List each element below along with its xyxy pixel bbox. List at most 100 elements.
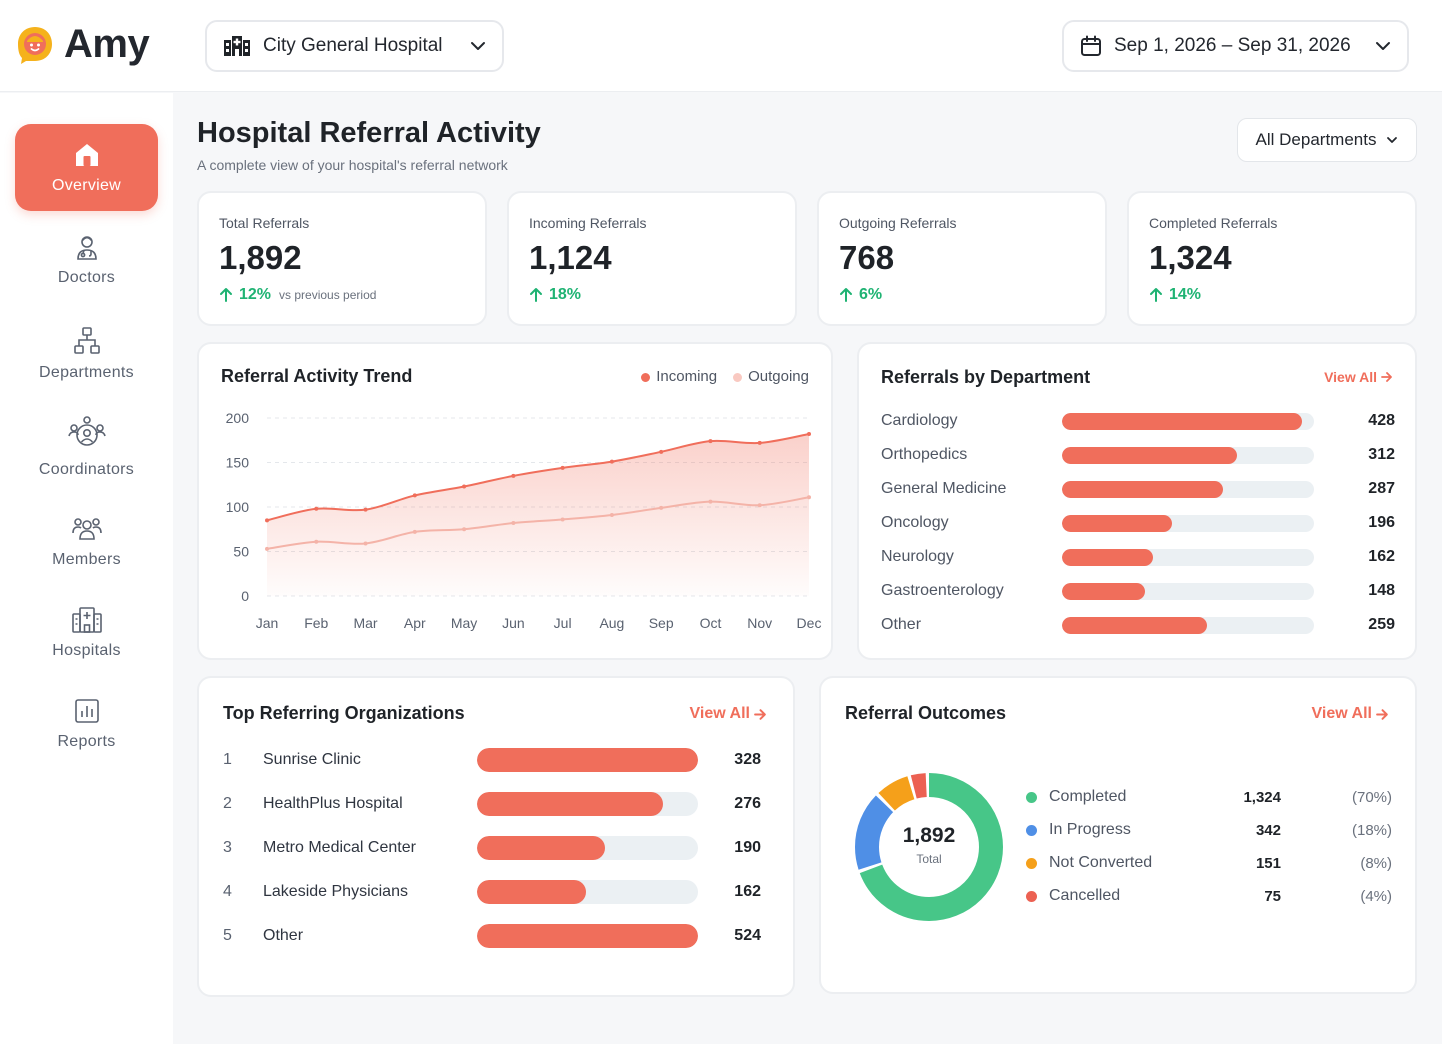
outcome-color-dot <box>1026 824 1037 836</box>
outgoing-point[interactable] <box>659 505 664 510</box>
y-tick-label: 150 <box>226 455 250 471</box>
department-bar-track <box>1062 514 1314 532</box>
sidebar-item-reports[interactable]: Reports <box>15 697 158 751</box>
outgoing-point[interactable] <box>511 521 516 526</box>
organizations-card: Top Referring Organizations View All 1 Su… <box>197 676 795 997</box>
outgoing-point[interactable] <box>807 495 811 500</box>
incoming-point[interactable] <box>462 484 467 489</box>
department-title: Referrals by Department <box>881 367 1091 387</box>
organization-name: Lakeside Physicians <box>263 883 408 900</box>
sidebar-item-departments[interactable]: Departments <box>15 326 158 382</box>
outcomes-view-all-link[interactable]: View All <box>1312 705 1389 723</box>
outgoing-point[interactable] <box>757 503 762 508</box>
chevron-down-icon <box>471 42 485 50</box>
organizations-view-all-link[interactable]: View All <box>690 705 767 723</box>
chevron-down-icon <box>1376 42 1390 50</box>
stat-delta: 6% <box>839 286 882 304</box>
incoming-point[interactable] <box>265 518 269 523</box>
incoming-point[interactable] <box>659 449 664 454</box>
department-row[interactable]: Other 259 <box>881 613 1395 637</box>
organization-row[interactable]: 5 Other 524 <box>223 923 763 949</box>
stat-delta: 12% vs previous period <box>219 286 376 304</box>
x-tick-label: Oct <box>700 615 722 631</box>
incoming-point[interactable] <box>314 506 319 511</box>
sidebar-item-hospitals[interactable]: Hospitals <box>15 606 158 660</box>
incoming-line <box>266 433 810 522</box>
outcome-percent: (70%) <box>1351 788 1392 806</box>
arrow-up-icon <box>1150 288 1162 302</box>
outcome-label: Not Converted <box>1049 854 1153 871</box>
x-tick-label: Aug <box>599 615 624 631</box>
incoming-point[interactable] <box>363 507 368 512</box>
organization-name: Sunrise Clinic <box>263 751 361 768</box>
app-logo[interactable]: Amy <box>16 22 150 67</box>
outcome-percent: (8%) <box>1360 854 1392 872</box>
y-tick-label: 100 <box>226 499 250 515</box>
stat-delta-value: 18% <box>549 286 582 303</box>
incoming-point[interactable] <box>412 493 417 498</box>
sidebar-item-label: Reports <box>57 733 116 750</box>
department-bar-track <box>1062 446 1314 464</box>
sidebar-item-overview[interactable]: Overview <box>15 124 158 211</box>
date-range-picker[interactable]: Sep 1, 2026 – Sep 31, 2026 <box>1062 20 1409 72</box>
stat-delta-value: 12% <box>239 286 272 303</box>
organization-row[interactable]: 1 Sunrise Clinic 328 <box>223 747 763 773</box>
organization-name: Other <box>263 927 304 944</box>
incoming-point[interactable] <box>511 473 516 478</box>
organization-bar-track <box>477 924 698 948</box>
outcomes-donut-chart <box>855 773 1003 921</box>
legend-outgoing: Outgoing <box>733 368 809 385</box>
department-bar-track <box>1062 480 1314 498</box>
outgoing-point[interactable] <box>363 541 368 546</box>
sidebar-item-coordinators[interactable]: Coordinators <box>15 415 158 479</box>
organization-row[interactable]: 3 Metro Medical Center 190 <box>223 835 763 861</box>
sidebar-item-doctors[interactable]: Doctors <box>15 233 158 287</box>
organization-name: HealthPlus Hospital <box>263 795 403 812</box>
hospital-selector[interactable]: City General Hospital <box>205 20 504 72</box>
outgoing-point[interactable] <box>265 546 269 551</box>
department-bar-track <box>1062 582 1314 600</box>
outgoing-point[interactable] <box>708 499 713 504</box>
incoming-point[interactable] <box>560 465 565 470</box>
sidebar-item-members[interactable]: Members <box>15 515 158 569</box>
organization-bar <box>477 792 663 816</box>
organization-bar-track <box>477 792 698 816</box>
department-view-all-link[interactable]: View All <box>1324 369 1393 385</box>
department-name: Neurology <box>881 548 954 565</box>
organization-row[interactable]: 4 Lakeside Physicians 162 <box>223 879 763 905</box>
sidebar: Overview Doctors Departments <box>0 93 173 1044</box>
outgoing-point[interactable] <box>314 539 319 544</box>
department-name: General Medicine <box>881 480 1007 497</box>
department-row[interactable]: Neurology 162 <box>881 545 1395 569</box>
outgoing-point[interactable] <box>462 527 467 532</box>
department-bar <box>1062 582 1145 600</box>
stat-value: 1,892 <box>219 239 302 276</box>
incoming-point[interactable] <box>708 439 713 444</box>
incoming-point[interactable] <box>609 459 614 464</box>
department-filter-dropdown[interactable]: All Departments <box>1237 118 1417 162</box>
incoming-point[interactable] <box>757 440 762 445</box>
stat-card-outgoing: Outgoing Referrals 768 6% <box>817 191 1107 326</box>
sidebar-item-label: Hospitals <box>52 642 121 659</box>
department-row[interactable]: General Medicine 287 <box>881 477 1395 501</box>
x-tick-label: Nov <box>747 615 772 631</box>
donut-segment-in-progress[interactable] <box>855 773 1003 921</box>
legend-incoming: Incoming <box>641 368 717 385</box>
department-card: Referrals by Department View All Cardiol… <box>857 342 1417 660</box>
department-bar <box>1062 446 1237 464</box>
outgoing-point[interactable] <box>412 529 417 534</box>
department-row[interactable]: Gastroenterology 148 <box>881 579 1395 603</box>
department-row[interactable]: Cardiology 428 <box>881 409 1395 433</box>
amy-logo-icon <box>18 26 52 64</box>
department-row[interactable]: Oncology 196 <box>881 511 1395 535</box>
incoming-point[interactable] <box>807 432 811 437</box>
stat-value: 1,324 <box>1149 239 1232 276</box>
organization-bar <box>477 924 698 948</box>
outgoing-point[interactable] <box>609 513 614 518</box>
outgoing-point[interactable] <box>560 517 565 522</box>
donut-segment-completed[interactable] <box>855 773 1003 921</box>
organization-row[interactable]: 2 HealthPlus Hospital 276 <box>223 791 763 817</box>
x-tick-label: Dec <box>797 615 822 631</box>
department-row[interactable]: Orthopedics 312 <box>881 443 1395 467</box>
arrow-up-icon <box>530 288 542 302</box>
